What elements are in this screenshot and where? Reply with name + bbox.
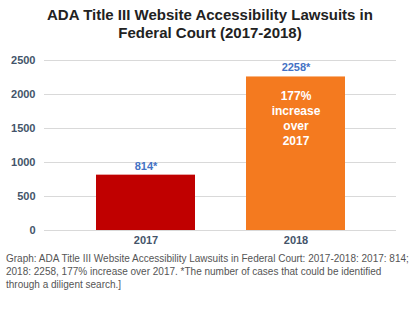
svg-text:1500: 1500 xyxy=(11,122,35,134)
svg-text:2017: 2017 xyxy=(134,234,158,246)
html-text:Graph: ADA Title III Website A: Graph: ADA Title III Website Accessibili… xyxy=(6,253,409,290)
svg-text:2500: 2500 xyxy=(11,54,35,66)
svg-text:0: 0 xyxy=(29,224,35,236)
svg-text:814*: 814* xyxy=(135,160,158,172)
svg-text:2000: 2000 xyxy=(11,88,35,100)
svg-text:1000: 1000 xyxy=(11,156,35,168)
svg-text:177%increaseover2017: 177%increaseover2017 xyxy=(272,89,321,148)
svg-text:2018: 2018 xyxy=(284,234,308,246)
html-text:ADA Title III Website Accessib: ADA Title III Website Accessibility Laws… xyxy=(47,6,373,41)
svg-text:2258*: 2258* xyxy=(282,61,311,73)
svg-text:500: 500 xyxy=(17,190,35,202)
